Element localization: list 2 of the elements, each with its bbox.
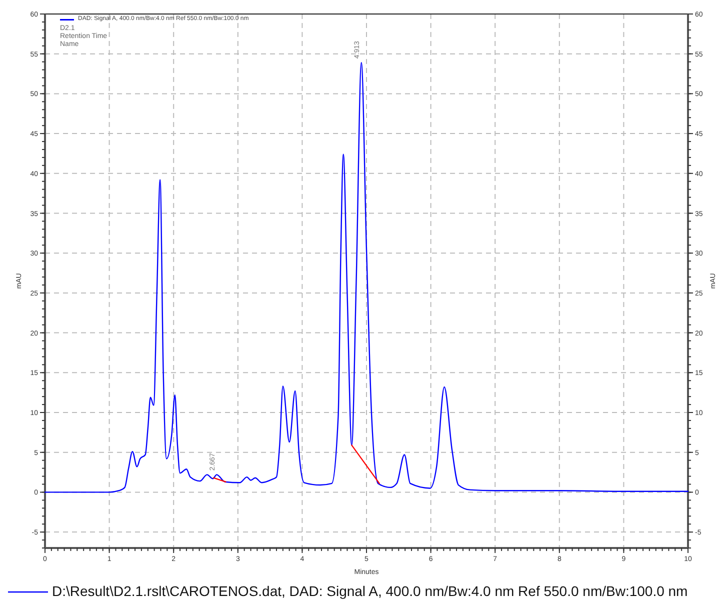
- legend-label: D:\Result\D2.1.rslt\CAROTENOS.dat, DAD: Signal A, 400.0 nm/Bw:4.0 nm Ref 550.0 nm/Bw:100.0 nm: [52, 583, 688, 599]
- line-series: [44, 62, 689, 493]
